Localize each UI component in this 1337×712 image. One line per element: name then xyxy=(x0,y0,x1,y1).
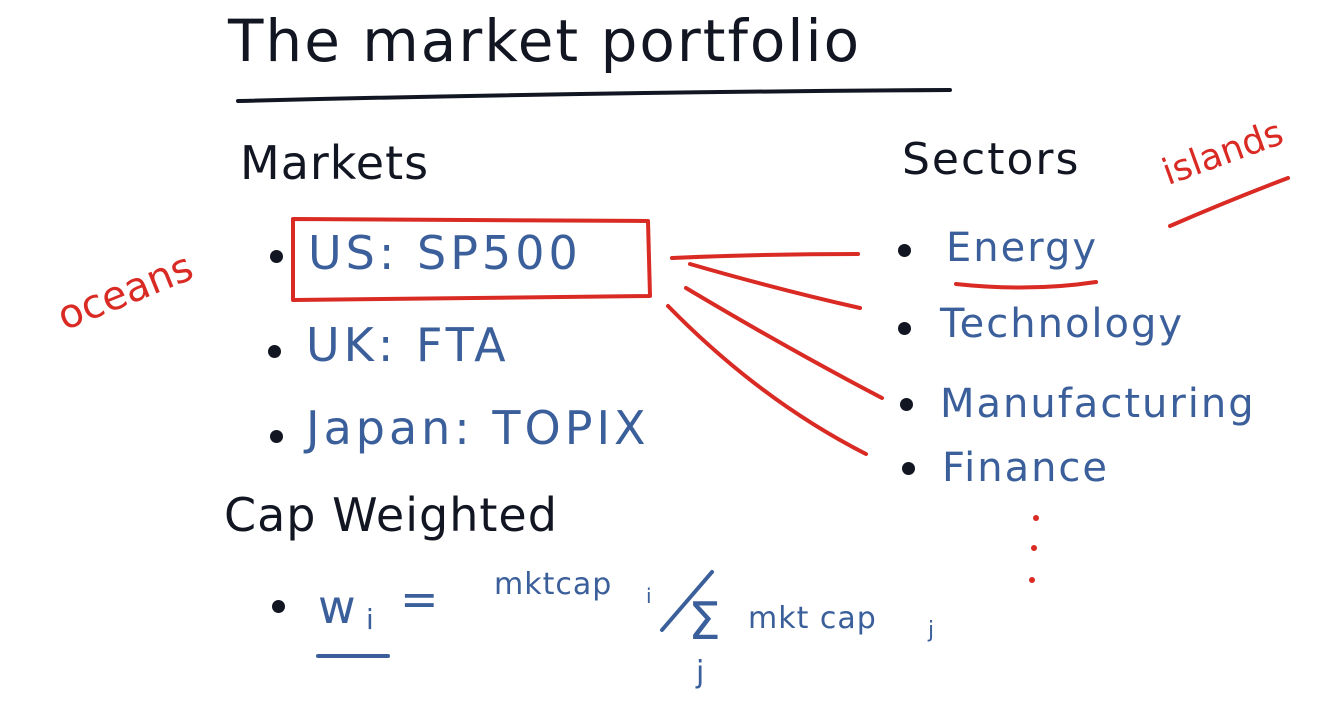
connector-line-manufacturing xyxy=(684,286,884,400)
fraction-slash xyxy=(660,570,714,632)
sectors-heading: Sectors xyxy=(902,134,1081,185)
page-title: The market portfolio xyxy=(228,7,862,75)
bullet xyxy=(270,430,283,443)
sector-item-manufacturing: Manufacturing xyxy=(940,381,1256,427)
ellipsis-dot xyxy=(1029,577,1035,583)
connector-line-energy xyxy=(670,252,860,260)
sector-item-energy: Energy xyxy=(946,225,1099,271)
numerator-subscript: i xyxy=(646,584,652,608)
sector-item-finance: Finance xyxy=(942,445,1110,491)
weight-subscript: i xyxy=(366,603,374,636)
title-underline xyxy=(236,88,952,103)
denominator: mkt cap xyxy=(748,601,877,636)
connector-line-finance xyxy=(666,304,868,456)
bullet xyxy=(900,398,913,411)
equals-sign: = xyxy=(400,572,439,626)
bullet xyxy=(268,345,281,358)
sector-item-technology: Technology xyxy=(940,301,1185,347)
numerator: mktcap xyxy=(494,567,613,602)
bullet xyxy=(898,244,911,257)
energy-underline xyxy=(954,280,1098,290)
cap-weighted-heading: Cap Weighted xyxy=(224,488,558,542)
weight-symbol: w xyxy=(318,580,356,634)
bullet xyxy=(902,462,915,475)
bullet xyxy=(898,322,911,335)
ellipsis-dot xyxy=(1031,545,1037,551)
market-item-us: US: SP500 xyxy=(308,226,582,280)
islands-underline xyxy=(1168,176,1290,228)
market-item-japan: Japan: TOPIX xyxy=(306,401,650,455)
highlight-box xyxy=(291,217,652,302)
bullet xyxy=(272,600,285,613)
sum-symbol: Σ xyxy=(688,592,721,652)
markets-heading: Markets xyxy=(240,136,430,190)
connector-line-technology xyxy=(688,262,862,310)
ellipsis-dot xyxy=(1033,515,1039,521)
bullet xyxy=(270,250,283,263)
sum-index: j xyxy=(696,655,705,690)
market-item-uk: UK: FTA xyxy=(306,318,510,372)
denominator-subscript: j xyxy=(928,618,935,643)
